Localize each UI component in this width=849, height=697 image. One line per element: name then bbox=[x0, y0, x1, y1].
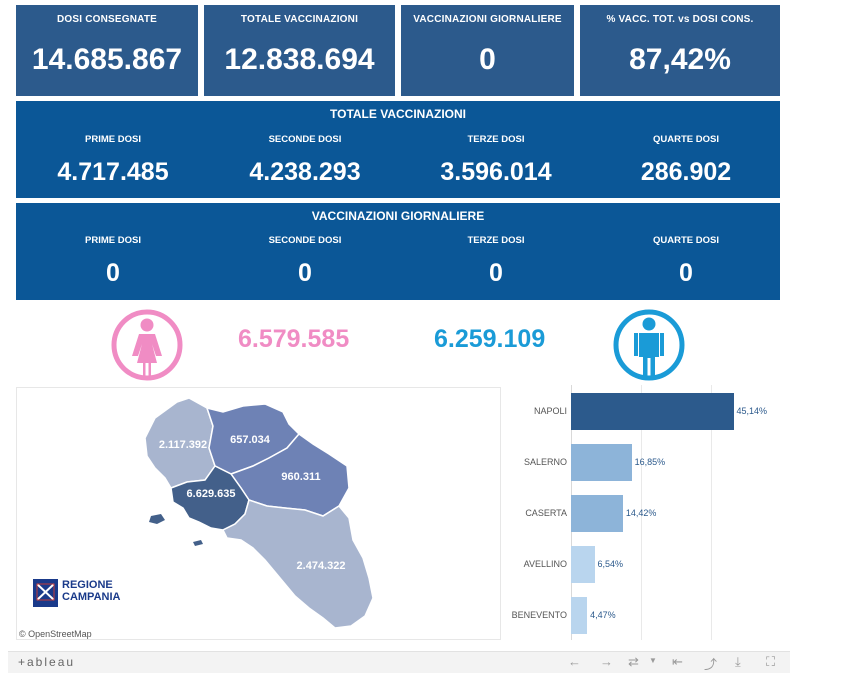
bar-value-label: 4,47% bbox=[590, 609, 616, 620]
col-label: SECONDE DOSI bbox=[268, 134, 342, 145]
col-value: 0 bbox=[106, 259, 120, 287]
kpi-label: DOSI CONSEGNATE bbox=[56, 14, 158, 25]
province-bar-chart: NAPOLI 45,14% SALERNO 16,85% CASERTA 14,42% AV… bbox=[503, 385, 793, 640]
svg-text:REGIONE: REGIONE bbox=[62, 579, 113, 591]
bar-category-label: SALERNO bbox=[523, 456, 567, 467]
fullscreen-icon[interactable]: ⛶ bbox=[766, 654, 776, 669]
svg-text:CAMPANIA: CAMPANIA bbox=[62, 591, 121, 603]
bar[interactable] bbox=[571, 546, 595, 583]
col-label: QUARTE DOSI bbox=[653, 134, 719, 145]
map-label-salerno: 2.474.322 bbox=[297, 560, 346, 572]
col-label: TERZE DOSI bbox=[467, 134, 525, 145]
col-value: 3.596.014 bbox=[440, 158, 552, 186]
col-value: 0 bbox=[489, 259, 503, 287]
col-label: TERZE DOSI bbox=[467, 235, 525, 246]
kpi-value: 0 bbox=[479, 43, 496, 76]
revert-icon[interactable]: ⇄ bbox=[628, 654, 639, 669]
gridline bbox=[641, 385, 642, 640]
download-icon[interactable]: ⤓ bbox=[735, 654, 741, 669]
map-label-caserta: 2.117.392 bbox=[159, 439, 207, 451]
quarte-dosi: QUARTE DOSI 286.902 bbox=[596, 134, 776, 187]
female-icon bbox=[110, 308, 184, 382]
kpi-value: 14.685.867 bbox=[31, 43, 183, 76]
island-capri bbox=[193, 540, 203, 546]
bar[interactable] bbox=[571, 597, 588, 634]
kpi-label: TOTALE VACCINAZIONI bbox=[240, 14, 359, 25]
map-attribution[interactable]: © OpenStreetMap bbox=[19, 629, 92, 639]
bar-category-label: NAPOLI bbox=[533, 405, 567, 416]
pause-updates-icon[interactable]: ⇤ bbox=[672, 654, 683, 669]
bar[interactable] bbox=[571, 444, 632, 481]
col-label: PRIME DOSI bbox=[85, 134, 141, 145]
bar-value-label: 45,14% bbox=[736, 405, 768, 416]
kpi-percent-vacc: % VACC. TOT. vs DOSI CONS. 87,42% bbox=[580, 5, 780, 96]
totale-vaccinazioni-panel: TOTALE VACCINAZIONI PRIME DOSI 4.717.485… bbox=[16, 101, 780, 198]
map-label-avellino: 960.311 bbox=[281, 471, 320, 483]
terze-dosi: TERZE DOSI 0 bbox=[406, 235, 586, 288]
bar-value-label: 16,85% bbox=[634, 456, 666, 467]
prime-dosi: PRIME DOSI 0 bbox=[23, 235, 203, 288]
col-value: 286.902 bbox=[640, 158, 732, 186]
kpi-label: VACCINAZIONI GIORNALIERE bbox=[413, 14, 562, 25]
undo-icon[interactable]: ← bbox=[568, 654, 581, 669]
panel-title: VACCINAZIONI GIORNALIERE bbox=[311, 209, 485, 223]
terze-dosi: TERZE DOSI 3.596.014 bbox=[406, 134, 586, 187]
quarte-dosi: QUARTE DOSI 0 bbox=[596, 235, 776, 288]
map-label-benevento: 657.034 bbox=[230, 434, 271, 446]
kpi-vaccinazioni-giornaliere: VACCINAZIONI GIORNALIERE 0 bbox=[401, 5, 574, 96]
bar-category-label: CASERTA bbox=[525, 507, 567, 518]
kpi-totale-vaccinazioni: TOTALE VACCINAZIONI 12.838.694 bbox=[204, 5, 395, 96]
prime-dosi: PRIME DOSI 4.717.485 bbox=[23, 134, 203, 187]
col-value: 0 bbox=[298, 259, 312, 287]
province-salerno bbox=[221, 499, 374, 629]
kpi-value: 87,42% bbox=[629, 43, 731, 76]
bar-value-label: 6,54% bbox=[597, 558, 624, 569]
bar[interactable] bbox=[571, 393, 734, 430]
kpi-dosi-consegnate: DOSI CONSEGNATE 14.685.867 bbox=[16, 5, 198, 96]
map-label-napoli: 6.629.635 bbox=[187, 488, 236, 500]
share-icon[interactable]: ⤴ bbox=[704, 657, 718, 672]
tableau-toolbar: +ableau ← → ⇄ ▼ ⇤ ⤴ ⤓ ⛶ bbox=[8, 651, 790, 673]
col-value: 0 bbox=[679, 259, 693, 287]
bar-value-label: 14,42% bbox=[625, 507, 657, 518]
male-value: 6.259.109 bbox=[434, 325, 546, 353]
kpi-value: 12.838.694 bbox=[224, 43, 375, 76]
panel-title: TOTALE VACCINAZIONI bbox=[330, 107, 466, 121]
seconde-dosi: SECONDE DOSI 4.238.293 bbox=[215, 134, 395, 187]
col-label: PRIME DOSI bbox=[85, 235, 141, 246]
col-label: SECONDE DOSI bbox=[268, 235, 342, 246]
bar-category-label: AVELLINO bbox=[523, 558, 567, 569]
chevron-down-icon[interactable]: ▼ bbox=[649, 656, 657, 665]
vaccinazioni-giornaliere-panel: VACCINAZIONI GIORNALIERE PRIME DOSI 0 SE… bbox=[16, 203, 780, 300]
bar-category-label: BENEVENTO bbox=[511, 609, 567, 620]
kpi-label: % VACC. TOT. vs DOSI CONS. bbox=[606, 14, 754, 25]
bar[interactable] bbox=[571, 495, 623, 532]
gridline bbox=[711, 385, 712, 640]
seconde-dosi: SECONDE DOSI 0 bbox=[215, 235, 395, 288]
campania-map[interactable]: 2.117.392 657.034 960.311 6.629.635 2.47… bbox=[16, 387, 501, 640]
tableau-logo[interactable]: +ableau bbox=[18, 655, 76, 669]
island-ischia bbox=[149, 514, 165, 524]
col-value: 4.238.293 bbox=[249, 158, 361, 186]
redo-icon[interactable]: → bbox=[600, 654, 613, 669]
female-value: 6.579.585 bbox=[238, 325, 350, 353]
male-icon bbox=[612, 308, 686, 382]
regione-campania-logo: REGIONE CAMPANIA bbox=[33, 579, 121, 607]
col-label: QUARTE DOSI bbox=[653, 235, 719, 246]
col-value: 4.717.485 bbox=[57, 158, 169, 186]
